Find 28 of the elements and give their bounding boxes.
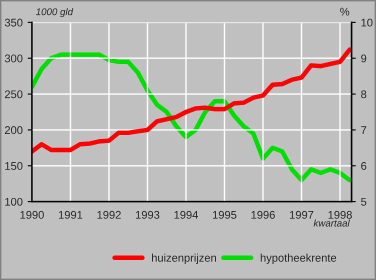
y-tick-label: 350 bbox=[4, 18, 22, 27]
x-tick-label: 1993 bbox=[136, 210, 160, 219]
x-tick-label: 1994 bbox=[174, 210, 198, 219]
legend-label: huizenprijzen bbox=[152, 254, 216, 264]
x-tick-label: 1991 bbox=[58, 210, 82, 219]
y2-tick-label: 6 bbox=[361, 162, 366, 170]
y-tick-label: 300 bbox=[4, 54, 22, 62]
y-tick-label: 100 bbox=[5, 198, 22, 206]
x-tick-label: 1990 bbox=[20, 210, 44, 219]
y-axis-title: 1000 gld bbox=[36, 8, 74, 18]
line-series bbox=[32, 47, 352, 154]
y2-axis-title: % bbox=[340, 8, 350, 16]
y2-tick-label: 10 bbox=[361, 18, 373, 27]
x-tick-label: 1997 bbox=[290, 210, 314, 219]
x-tick-label: 1998 bbox=[328, 210, 352, 219]
x-tick-label: 1996 bbox=[251, 210, 275, 219]
y2-tick-label: 7 bbox=[361, 126, 366, 134]
line-series bbox=[32, 52, 352, 182]
x-tick-label: 1995 bbox=[212, 210, 236, 219]
y2-tick-label: 9 bbox=[361, 54, 366, 62]
y2-tick-label: 5 bbox=[361, 198, 366, 206]
x-axis-title: kwartaal bbox=[314, 219, 350, 227]
y-tick-label: 150 bbox=[5, 162, 22, 170]
y2-tick-label: 8 bbox=[361, 90, 366, 98]
legend-label: hypotheekrente bbox=[260, 254, 336, 264]
x-tick-label: 1992 bbox=[97, 210, 121, 219]
y-tick-label: 200 bbox=[4, 126, 22, 134]
y-tick-label: 250 bbox=[4, 90, 22, 98]
